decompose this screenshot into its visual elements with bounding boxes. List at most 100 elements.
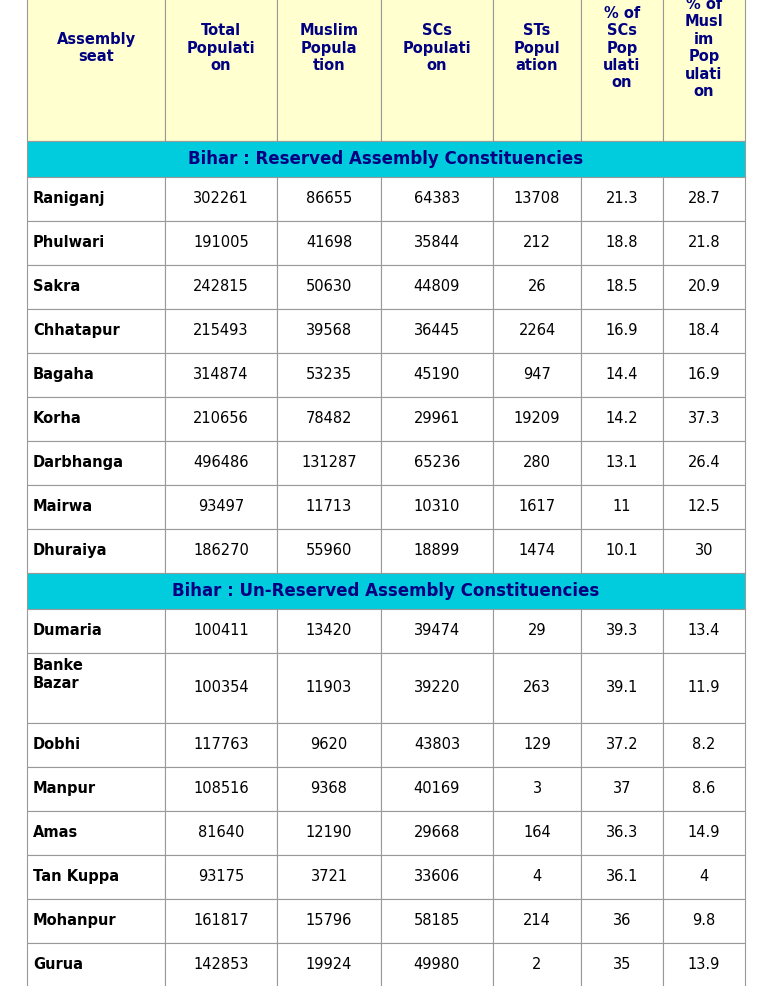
Bar <box>663 484 745 528</box>
Text: 29668: 29668 <box>414 825 460 840</box>
Text: Darbhanga: Darbhanga <box>33 455 124 470</box>
Bar <box>663 353 745 396</box>
Text: 13708: 13708 <box>514 191 560 206</box>
Bar <box>27 943 165 986</box>
Bar <box>165 353 277 396</box>
Text: Manpur: Manpur <box>33 781 96 796</box>
Text: Mohanpur: Mohanpur <box>33 913 117 928</box>
Text: 50630: 50630 <box>306 279 352 294</box>
Bar <box>27 140 745 176</box>
Bar <box>663 0 745 140</box>
Bar <box>27 309 165 353</box>
Text: Total
Populati
on: Total Populati on <box>187 23 256 73</box>
Text: 4: 4 <box>699 869 709 884</box>
Text: 9620: 9620 <box>310 737 347 752</box>
Text: 19924: 19924 <box>306 957 352 972</box>
Bar <box>493 221 581 264</box>
Text: 100354: 100354 <box>193 680 249 695</box>
Text: 43803: 43803 <box>414 737 460 752</box>
Bar <box>381 766 493 810</box>
Bar <box>381 608 493 653</box>
Bar <box>27 264 165 309</box>
Text: 14.4: 14.4 <box>606 367 638 382</box>
Bar <box>277 810 381 855</box>
Text: 1474: 1474 <box>519 543 556 558</box>
Text: Mairwa: Mairwa <box>33 499 93 514</box>
Text: 13.4: 13.4 <box>688 623 720 638</box>
Text: 13.1: 13.1 <box>606 455 638 470</box>
Bar <box>277 441 381 484</box>
Text: 78482: 78482 <box>306 411 352 426</box>
Bar <box>581 0 663 140</box>
Bar <box>581 353 663 396</box>
Text: 302261: 302261 <box>193 191 249 206</box>
Text: Korha: Korha <box>33 411 82 426</box>
Bar <box>381 221 493 264</box>
Text: Chhatapur: Chhatapur <box>33 323 120 338</box>
Text: 9.8: 9.8 <box>692 913 716 928</box>
Bar <box>663 810 745 855</box>
Bar <box>663 528 745 573</box>
Bar <box>581 653 663 723</box>
Text: 19209: 19209 <box>513 411 560 426</box>
Text: % of
SCs
Pop
ulati
on: % of SCs Pop ulati on <box>603 6 641 91</box>
Text: 36.1: 36.1 <box>606 869 638 884</box>
Text: 93175: 93175 <box>198 869 244 884</box>
Bar <box>165 943 277 986</box>
Bar <box>381 0 493 140</box>
Text: 2: 2 <box>533 957 542 972</box>
Text: SCs
Populati
on: SCs Populati on <box>403 23 472 73</box>
Bar <box>381 855 493 898</box>
Bar <box>27 0 165 140</box>
Bar <box>277 608 381 653</box>
Bar <box>381 528 493 573</box>
Bar <box>27 810 165 855</box>
Bar <box>663 396 745 441</box>
Text: 3: 3 <box>533 781 542 796</box>
Text: Tan Kuppa: Tan Kuppa <box>33 869 119 884</box>
Bar <box>493 528 581 573</box>
Bar <box>277 653 381 723</box>
Bar <box>277 898 381 943</box>
Text: 314874: 314874 <box>193 367 249 382</box>
Text: 10310: 10310 <box>414 499 460 514</box>
Text: 496486: 496486 <box>193 455 249 470</box>
Text: Amas: Amas <box>33 825 78 840</box>
Bar <box>581 441 663 484</box>
Bar <box>663 176 745 221</box>
Text: 129: 129 <box>523 737 551 752</box>
Text: 26: 26 <box>528 279 547 294</box>
Text: Raniganj: Raniganj <box>33 191 106 206</box>
Text: Dobhi: Dobhi <box>33 737 81 752</box>
Text: 13420: 13420 <box>306 623 352 638</box>
Bar <box>581 484 663 528</box>
Bar <box>381 723 493 766</box>
Text: 44809: 44809 <box>414 279 460 294</box>
Text: 1617: 1617 <box>519 499 556 514</box>
Bar <box>165 441 277 484</box>
Bar <box>277 766 381 810</box>
Bar <box>27 766 165 810</box>
Text: Sakra: Sakra <box>33 279 80 294</box>
Text: 21.3: 21.3 <box>606 191 638 206</box>
Bar <box>581 608 663 653</box>
Bar <box>663 608 745 653</box>
Text: 36445: 36445 <box>414 323 460 338</box>
Text: 11.9: 11.9 <box>688 680 720 695</box>
Bar <box>27 855 165 898</box>
Bar <box>493 309 581 353</box>
Bar <box>165 264 277 309</box>
Bar <box>581 943 663 986</box>
Text: 142853: 142853 <box>193 957 249 972</box>
Text: 55960: 55960 <box>306 543 352 558</box>
Bar <box>27 653 165 723</box>
Bar <box>381 943 493 986</box>
Bar <box>381 396 493 441</box>
Text: 117763: 117763 <box>193 737 249 752</box>
Bar <box>493 176 581 221</box>
Text: 39568: 39568 <box>306 323 352 338</box>
Bar <box>493 943 581 986</box>
Text: 29: 29 <box>528 623 547 638</box>
Text: 8.2: 8.2 <box>692 737 716 752</box>
Text: 100411: 100411 <box>193 623 249 638</box>
